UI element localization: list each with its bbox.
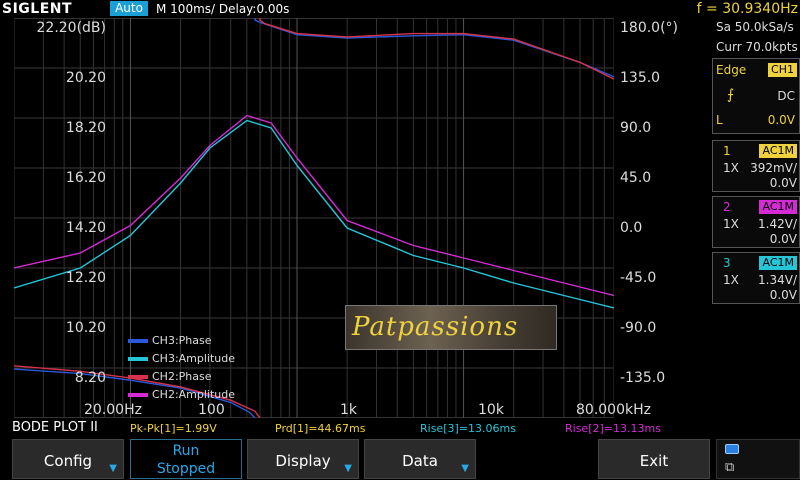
right-axis-tick: -90.0	[620, 320, 657, 336]
measurement-pkpk: Pk-Pk[1]=1.99V	[130, 422, 217, 435]
trigger-coupling: DC	[777, 89, 795, 103]
brand-logo: SIGLENT	[2, 1, 73, 17]
data-label: Data	[402, 452, 438, 470]
legend-label: CH2:Phase	[152, 370, 212, 383]
channel-probe: 1X	[723, 161, 739, 175]
measurement-bar: BODE PLOT II Pk-Pk[1]=1.99V Prd[1]=44.67…	[0, 420, 800, 436]
legend-item: CH2:Phase	[128, 368, 235, 386]
x-axis-tick: 100	[198, 402, 225, 418]
channel-probe: 1X	[723, 217, 739, 231]
watermark-logo: Patpassions	[345, 305, 557, 350]
config-button[interactable]: Config ▼	[12, 439, 124, 479]
measurement-rise-ch3: Rise[3]=13.06ms	[420, 422, 516, 435]
channel-panel-1[interactable]: 1 AC1M 1X 392mV/0.0V	[712, 140, 800, 192]
series-line-ch2-phase	[14, 18, 614, 418]
left-axis-tick: 12.20	[65, 270, 106, 286]
legend-swatch	[128, 357, 148, 361]
run-stop-button[interactable]: Run Stopped	[130, 439, 242, 479]
legend-item: CH3:Phase	[128, 332, 235, 350]
trigger-level-label: L	[716, 113, 723, 127]
channel-panel-2[interactable]: 2 AC1M 1X 1.42V/0.0V	[712, 196, 800, 248]
legend-item: CH3:Amplitude	[128, 350, 235, 368]
network-status[interactable]: ⧉	[716, 439, 800, 479]
trigger-mode-badge[interactable]: Auto	[110, 1, 148, 16]
x-axis-tick: 1k	[340, 402, 358, 418]
left-axis-tick: 16.20	[65, 170, 106, 186]
legend-item: CH2:Amplitude	[128, 386, 235, 404]
sample-rate: Sa 50.0kSa/s	[716, 20, 794, 34]
channel-scale: 392mV/	[750, 161, 797, 175]
channel-coupling: AC1M	[759, 200, 797, 214]
legend-swatch	[128, 375, 148, 379]
chevron-down-icon: ▼	[344, 463, 352, 474]
timebase-readout: M 100ms/ Delay:0.00s	[156, 2, 290, 16]
frequency-readout: f = 30.9340Hz	[696, 1, 798, 17]
x-axis-tick: 80.000kHz	[576, 402, 651, 418]
chevron-down-icon: ▼	[109, 463, 117, 474]
exit-label: Exit	[639, 452, 669, 470]
left-axis-tick: 20.20	[65, 70, 106, 86]
legend-swatch	[128, 339, 148, 343]
channel-coupling: AC1M	[759, 256, 797, 270]
trigger-panel[interactable]: Edge CH1 ⨍ DC L 0.0V	[712, 58, 800, 134]
measurement-period: Prd[1]=44.67ms	[275, 422, 366, 435]
x-axis-tick: 10k	[478, 402, 504, 418]
left-axis-tick: 10.20	[65, 320, 106, 336]
bode-plot	[14, 18, 614, 418]
channel-number: 1	[723, 144, 731, 158]
softkey-bar: Config ▼ Run Stopped Display ▼ Data ▼ Ex…	[0, 437, 800, 480]
right-axis-tick: 90.0	[620, 120, 652, 136]
channel-scale: 1.34V/	[758, 273, 797, 287]
series-line-ch3-amplitude	[14, 119, 614, 309]
channel-number: 2	[723, 200, 731, 214]
right-axis-tick: -45.0	[620, 270, 657, 286]
channel-scale: 1.42V/	[758, 217, 797, 231]
chevron-down-icon: ▼	[461, 463, 469, 474]
channel-panel-3[interactable]: 3 AC1M 1X 1.34V/0.0V	[712, 252, 800, 304]
measurement-rise-ch2: Rise[2]=13.13ms	[565, 422, 661, 435]
channel-probe: 1X	[723, 273, 739, 287]
left-axis-tick: 18.20	[65, 120, 106, 136]
run-label: Run	[172, 443, 200, 459]
exit-button[interactable]: Exit	[598, 439, 710, 479]
rising-edge-icon: ⨍	[727, 87, 735, 103]
display-button[interactable]: Display ▼	[247, 439, 359, 479]
plot-legend: CH3:Phase CH3:Amplitude CH2:Phase CH2:Ampli…	[128, 332, 235, 404]
right-info-panel: Sa 50.0kSa/s Curr 70.0kpts Edge CH1 ⨍ DC…	[712, 18, 800, 308]
trigger-type: Edge	[716, 63, 747, 77]
legend-label: CH2:Amplitude	[152, 388, 236, 401]
right-axis-tick: 0.0	[620, 220, 643, 236]
plot-title: BODE PLOT II	[12, 420, 98, 435]
legend-label: CH3:Amplitude	[152, 352, 236, 365]
left-axis-tick: 22.20(dB)	[36, 20, 107, 36]
trigger-level: 0.0V	[767, 113, 795, 127]
config-label: Config	[43, 452, 93, 470]
display-label: Display	[275, 452, 331, 470]
right-axis-tick: 45.0	[620, 170, 652, 186]
stopped-label: Stopped	[156, 461, 216, 477]
network-icon: ⧉	[725, 460, 735, 475]
data-button[interactable]: Data ▼	[364, 439, 476, 479]
left-axis-tick: 8.20	[74, 370, 106, 386]
channel-coupling: AC1M	[759, 144, 797, 158]
right-axis-tick: 180.0(°)	[620, 20, 679, 36]
trigger-source: CH1	[768, 63, 797, 77]
channel-offset: 0.0V	[769, 176, 797, 190]
series-line-ch2-amplitude	[14, 114, 614, 297]
right-axis-tick: -135.0	[620, 370, 666, 386]
channel-offset: 0.0V	[769, 288, 797, 302]
legend-swatch	[128, 393, 148, 397]
channel-offset: 0.0V	[769, 232, 797, 246]
memory-depth: Curr 70.0kpts	[716, 40, 798, 54]
legend-label: CH3:Phase	[152, 334, 212, 347]
top-status-bar: SIGLENT Auto M 100ms/ Delay:0.00s f = 30…	[0, 0, 800, 18]
x-axis-tick: 20.00Hz	[84, 402, 142, 418]
left-axis-tick: 14.20	[65, 220, 106, 236]
right-axis-tick: 135.0	[620, 70, 661, 86]
channel-number: 3	[723, 256, 731, 270]
usb-icon	[725, 444, 739, 454]
watermark-text: Patpassions	[352, 312, 519, 342]
